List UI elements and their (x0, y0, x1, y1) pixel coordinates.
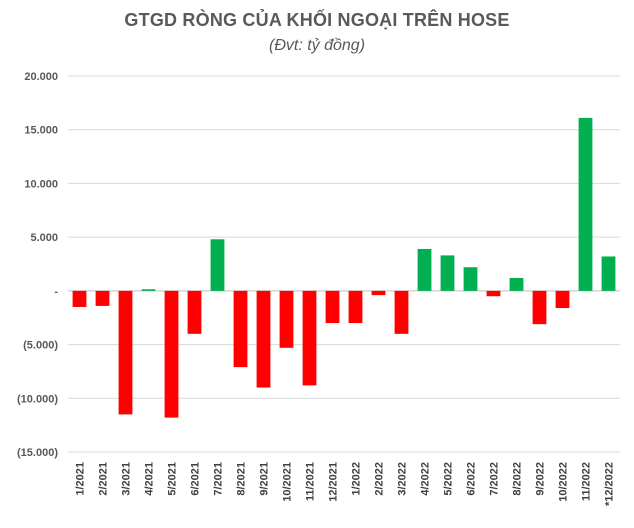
y-axis-tick-labels: 20.000 15.000 10.000 5.000 - (5.000) (10.000) (… (17, 71, 58, 459)
gridlines (68, 75, 620, 453)
y-tick-label: (5.000) (23, 340, 58, 352)
chart-title: GTGD RÒNG CỦA KHỐI NGOẠI TRÊN HOSE (124, 10, 510, 30)
x-tick-label: 2/2022 (374, 462, 386, 496)
y-tick-label: 15.000 (24, 125, 58, 137)
x-tick-label: 10/2021 (282, 462, 294, 502)
x-tick-label: 7/2022 (489, 462, 501, 496)
x-tick-label: 7/2021 (213, 462, 225, 496)
bar-2-2022 (371, 290, 386, 296)
x-tick-label: *12/2022 (604, 462, 616, 506)
bar-4-2021 (141, 289, 156, 291)
bar-3-2021 (118, 290, 133, 415)
bar-9-2022 (532, 290, 547, 325)
x-tick-label: 1/2022 (351, 462, 363, 496)
bar--12-2022 (601, 256, 616, 291)
x-tick-label: 6/2022 (466, 462, 478, 496)
bar-5-2021 (164, 290, 179, 418)
bar-7-2022 (486, 290, 501, 297)
x-tick-label: 4/2021 (144, 462, 156, 496)
x-tick-label: 3/2021 (121, 462, 133, 496)
bar-8-2021 (233, 290, 248, 368)
bar-1-2021 (72, 290, 87, 307)
bars (72, 117, 616, 418)
x-tick-label: 11/2021 (305, 462, 317, 501)
bar-6-2022 (463, 267, 478, 291)
x-tick-label: 11/2022 (581, 462, 593, 501)
x-tick-label: 2/2021 (98, 462, 110, 496)
y-tick-label: (15.000) (17, 447, 58, 459)
bar-7-2021 (210, 239, 225, 291)
bar-3-2022 (394, 290, 409, 334)
bar-10-2022 (555, 290, 570, 309)
bar-5-2022 (440, 255, 455, 291)
x-tick-label: 3/2022 (397, 462, 409, 496)
x-tick-label: 4/2022 (420, 462, 432, 496)
y-tick-label: - (54, 286, 58, 298)
bar-4-2022 (417, 248, 432, 291)
x-tick-label: 9/2021 (259, 462, 271, 496)
x-tick-label: 12/2021 (328, 462, 340, 502)
x-tick-label: 8/2022 (512, 462, 524, 496)
bar-11-2021 (302, 290, 317, 386)
x-tick-label: 6/2021 (190, 462, 202, 496)
x-tick-label: 9/2022 (535, 462, 547, 496)
bar-12-2021 (325, 290, 340, 324)
bar-8-2022 (509, 277, 524, 291)
x-axis-tick-labels: 1/2021 2/2021 3/2021 4/2021 5/2021 6/2021 7/20… (75, 462, 616, 506)
bar-11-2022 (578, 117, 593, 291)
chart-subtitle: (Đvt: tỷ đồng) (268, 37, 366, 54)
bar-1-2022 (348, 290, 363, 324)
x-tick-label: 5/2022 (443, 462, 455, 496)
x-tick-label: 8/2021 (236, 462, 248, 496)
x-tick-label: 10/2022 (558, 462, 570, 502)
y-tick-label: (10.000) (17, 393, 58, 405)
y-tick-label: 5.000 (30, 232, 58, 244)
y-tick-label: 10.000 (24, 178, 58, 190)
x-tick-label: 1/2021 (75, 462, 87, 496)
bar-2-2021 (95, 290, 110, 306)
bar-6-2021 (187, 290, 202, 334)
x-tick-label: 5/2021 (167, 462, 179, 496)
y-tick-label: 20.000 (24, 71, 58, 83)
bar-9-2021 (256, 290, 271, 388)
bar-10-2021 (279, 290, 294, 348)
